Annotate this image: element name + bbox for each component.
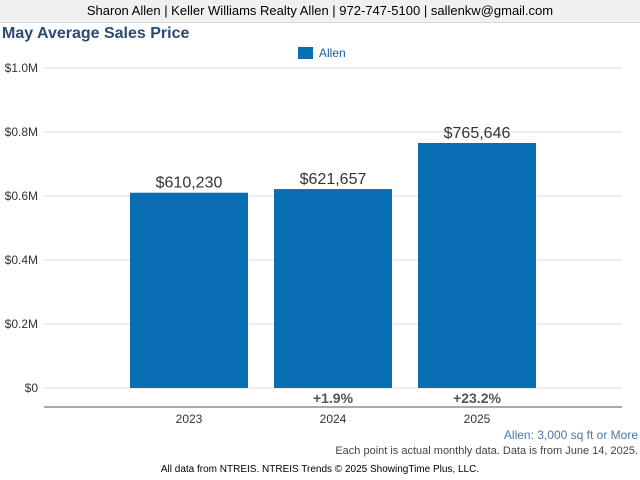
contact-line: Sharon Allen | Keller Williams Realty Al… [86,3,554,18]
chart-title: May Average Sales Price [2,25,190,42]
bar [418,142,536,388]
y-tick-label: $1.0M [5,61,38,75]
legend-label: Allen [319,46,346,60]
contact-header: Sharon Allen | Keller Williams Realty Al… [0,0,640,23]
bar-value-label: $621,657 [300,171,367,188]
chart-legend: Allen [298,46,346,60]
data-note: Each point is actual monthly data. Data … [335,445,638,457]
x-tick-label: 2025 [464,412,491,426]
y-tick-label: $0.8M [5,125,38,139]
x-tick-label: 2023 [176,412,203,426]
y-tick-label: $0.4M [5,253,38,267]
y-tick-label: $0.6M [5,189,38,203]
change-label: +23.2% [453,390,501,406]
area-footnote: Allen: 3,000 sq ft or More [503,428,638,442]
bar [274,189,392,388]
bar-value-label: $765,646 [444,125,511,142]
y-tick-label: $0.2M [5,317,38,331]
x-tick-label: 2024 [320,412,347,426]
change-label: +1.9% [313,390,354,406]
y-tick-label: $0 [25,381,39,395]
bar [130,192,248,388]
legend-swatch [298,47,313,59]
bar-value-label: $610,230 [156,175,223,192]
source-footer: All data from NTREIS. NTREIS Trends © 20… [160,464,480,475]
